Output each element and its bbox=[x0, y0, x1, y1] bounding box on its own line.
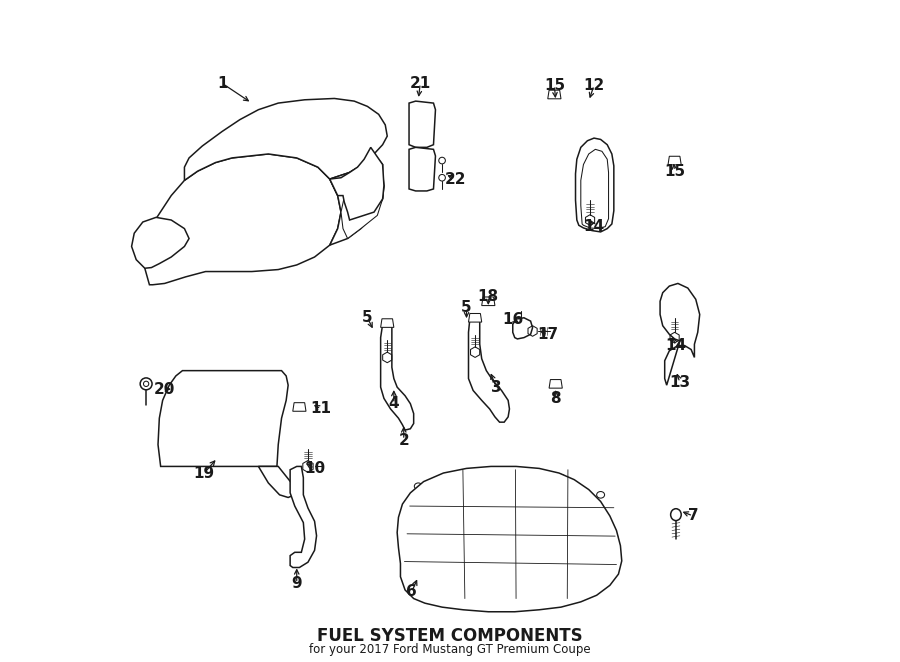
Polygon shape bbox=[329, 154, 384, 245]
Text: 18: 18 bbox=[478, 289, 499, 304]
Polygon shape bbox=[258, 467, 295, 497]
Text: FUEL SYSTEM COMPONENTS: FUEL SYSTEM COMPONENTS bbox=[317, 627, 583, 645]
Text: 11: 11 bbox=[310, 401, 332, 416]
Text: 8: 8 bbox=[551, 391, 561, 406]
Bar bbox=[227, 404, 267, 444]
Polygon shape bbox=[668, 156, 681, 165]
Polygon shape bbox=[341, 175, 384, 238]
Polygon shape bbox=[513, 318, 533, 339]
Polygon shape bbox=[292, 402, 306, 411]
Text: 22: 22 bbox=[445, 171, 466, 187]
Polygon shape bbox=[381, 319, 394, 328]
Polygon shape bbox=[575, 138, 614, 232]
Text: 6: 6 bbox=[406, 585, 417, 600]
Text: 5: 5 bbox=[362, 310, 373, 325]
Polygon shape bbox=[409, 101, 436, 148]
Text: 4: 4 bbox=[389, 396, 400, 411]
Polygon shape bbox=[329, 148, 384, 220]
Polygon shape bbox=[131, 217, 189, 268]
Text: 19: 19 bbox=[194, 465, 215, 481]
Polygon shape bbox=[482, 297, 495, 306]
Polygon shape bbox=[660, 283, 699, 385]
Polygon shape bbox=[548, 90, 561, 99]
Text: 5: 5 bbox=[461, 301, 472, 315]
Bar bbox=[173, 404, 213, 444]
Text: 17: 17 bbox=[537, 327, 558, 342]
Polygon shape bbox=[381, 323, 414, 430]
Polygon shape bbox=[409, 148, 436, 191]
Text: 1: 1 bbox=[217, 75, 228, 91]
Text: 10: 10 bbox=[304, 461, 325, 476]
Polygon shape bbox=[158, 371, 288, 467]
Polygon shape bbox=[397, 467, 622, 612]
Polygon shape bbox=[580, 150, 608, 228]
Polygon shape bbox=[549, 379, 562, 388]
Polygon shape bbox=[290, 467, 317, 567]
Text: 12: 12 bbox=[583, 77, 605, 93]
Polygon shape bbox=[145, 154, 341, 285]
Bar bbox=[218, 249, 230, 258]
Polygon shape bbox=[184, 99, 387, 180]
Text: 13: 13 bbox=[670, 375, 690, 390]
Text: 14: 14 bbox=[665, 338, 687, 353]
Text: 9: 9 bbox=[292, 576, 302, 591]
Text: 14: 14 bbox=[583, 219, 605, 234]
Polygon shape bbox=[469, 318, 509, 422]
Text: 2: 2 bbox=[399, 432, 410, 448]
Text: 15: 15 bbox=[664, 164, 685, 179]
Text: for your 2017 Ford Mustang GT Premium Coupe: for your 2017 Ford Mustang GT Premium Co… bbox=[310, 643, 590, 656]
Text: 7: 7 bbox=[688, 508, 698, 524]
Text: 3: 3 bbox=[491, 379, 501, 395]
Text: 21: 21 bbox=[410, 75, 431, 91]
Text: 15: 15 bbox=[544, 77, 565, 93]
Polygon shape bbox=[469, 314, 482, 322]
Bar bbox=[173, 393, 268, 455]
Text: 16: 16 bbox=[502, 312, 524, 326]
Text: 20: 20 bbox=[154, 381, 176, 397]
